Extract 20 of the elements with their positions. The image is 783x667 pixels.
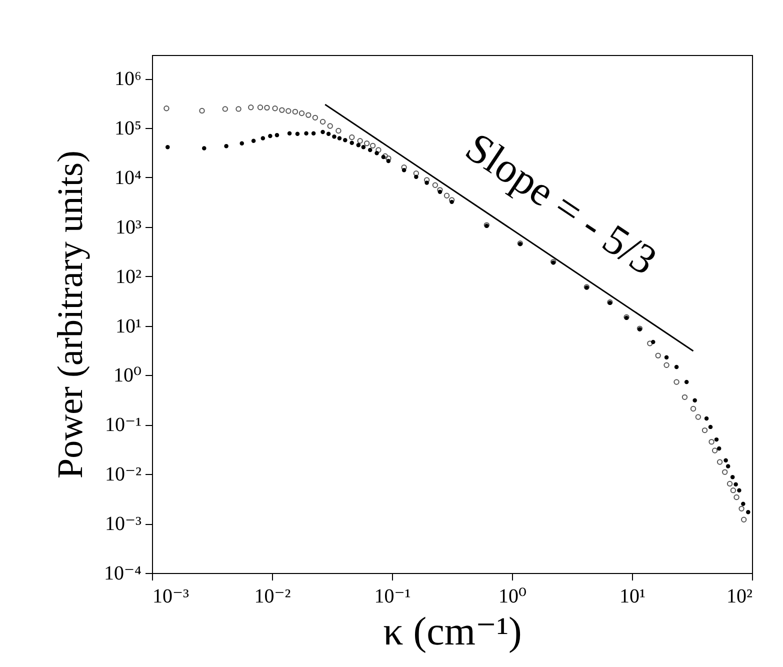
y-tick-label: 10⁵ [114,118,142,140]
x-axis-title: κ (cm⁻¹) [383,608,522,654]
x-tick-label: 10⁰ [498,586,527,608]
x-tick-label: 10⁻¹ [374,586,411,608]
y-tick-label: 10¹ [116,315,142,338]
y-tick-label: 10⁻¹ [104,414,142,436]
x-tick-label: 10² [726,586,752,608]
y-tick-label: 10⁰ [113,364,142,387]
y-tick-label: 10² [116,266,142,288]
y-axis-title: Power (arbitrary units) [50,150,90,478]
y-tick-label: 10⁶ [114,68,142,90]
annotation: Slope = - 5/3 [457,124,664,284]
y-tick-label: 10⁻³ [104,513,142,536]
y-tick-label: 10³ [116,216,142,238]
x-tick-label: 10⁻³ [152,586,190,608]
y-tick-label: 10⁻² [104,464,142,486]
y-tick-label: 10⁻⁴ [104,562,142,584]
y-tick-label: 10⁴ [114,166,142,189]
x-tick-label: 10¹ [620,586,646,608]
x-tick-label: 10⁻² [254,586,291,608]
